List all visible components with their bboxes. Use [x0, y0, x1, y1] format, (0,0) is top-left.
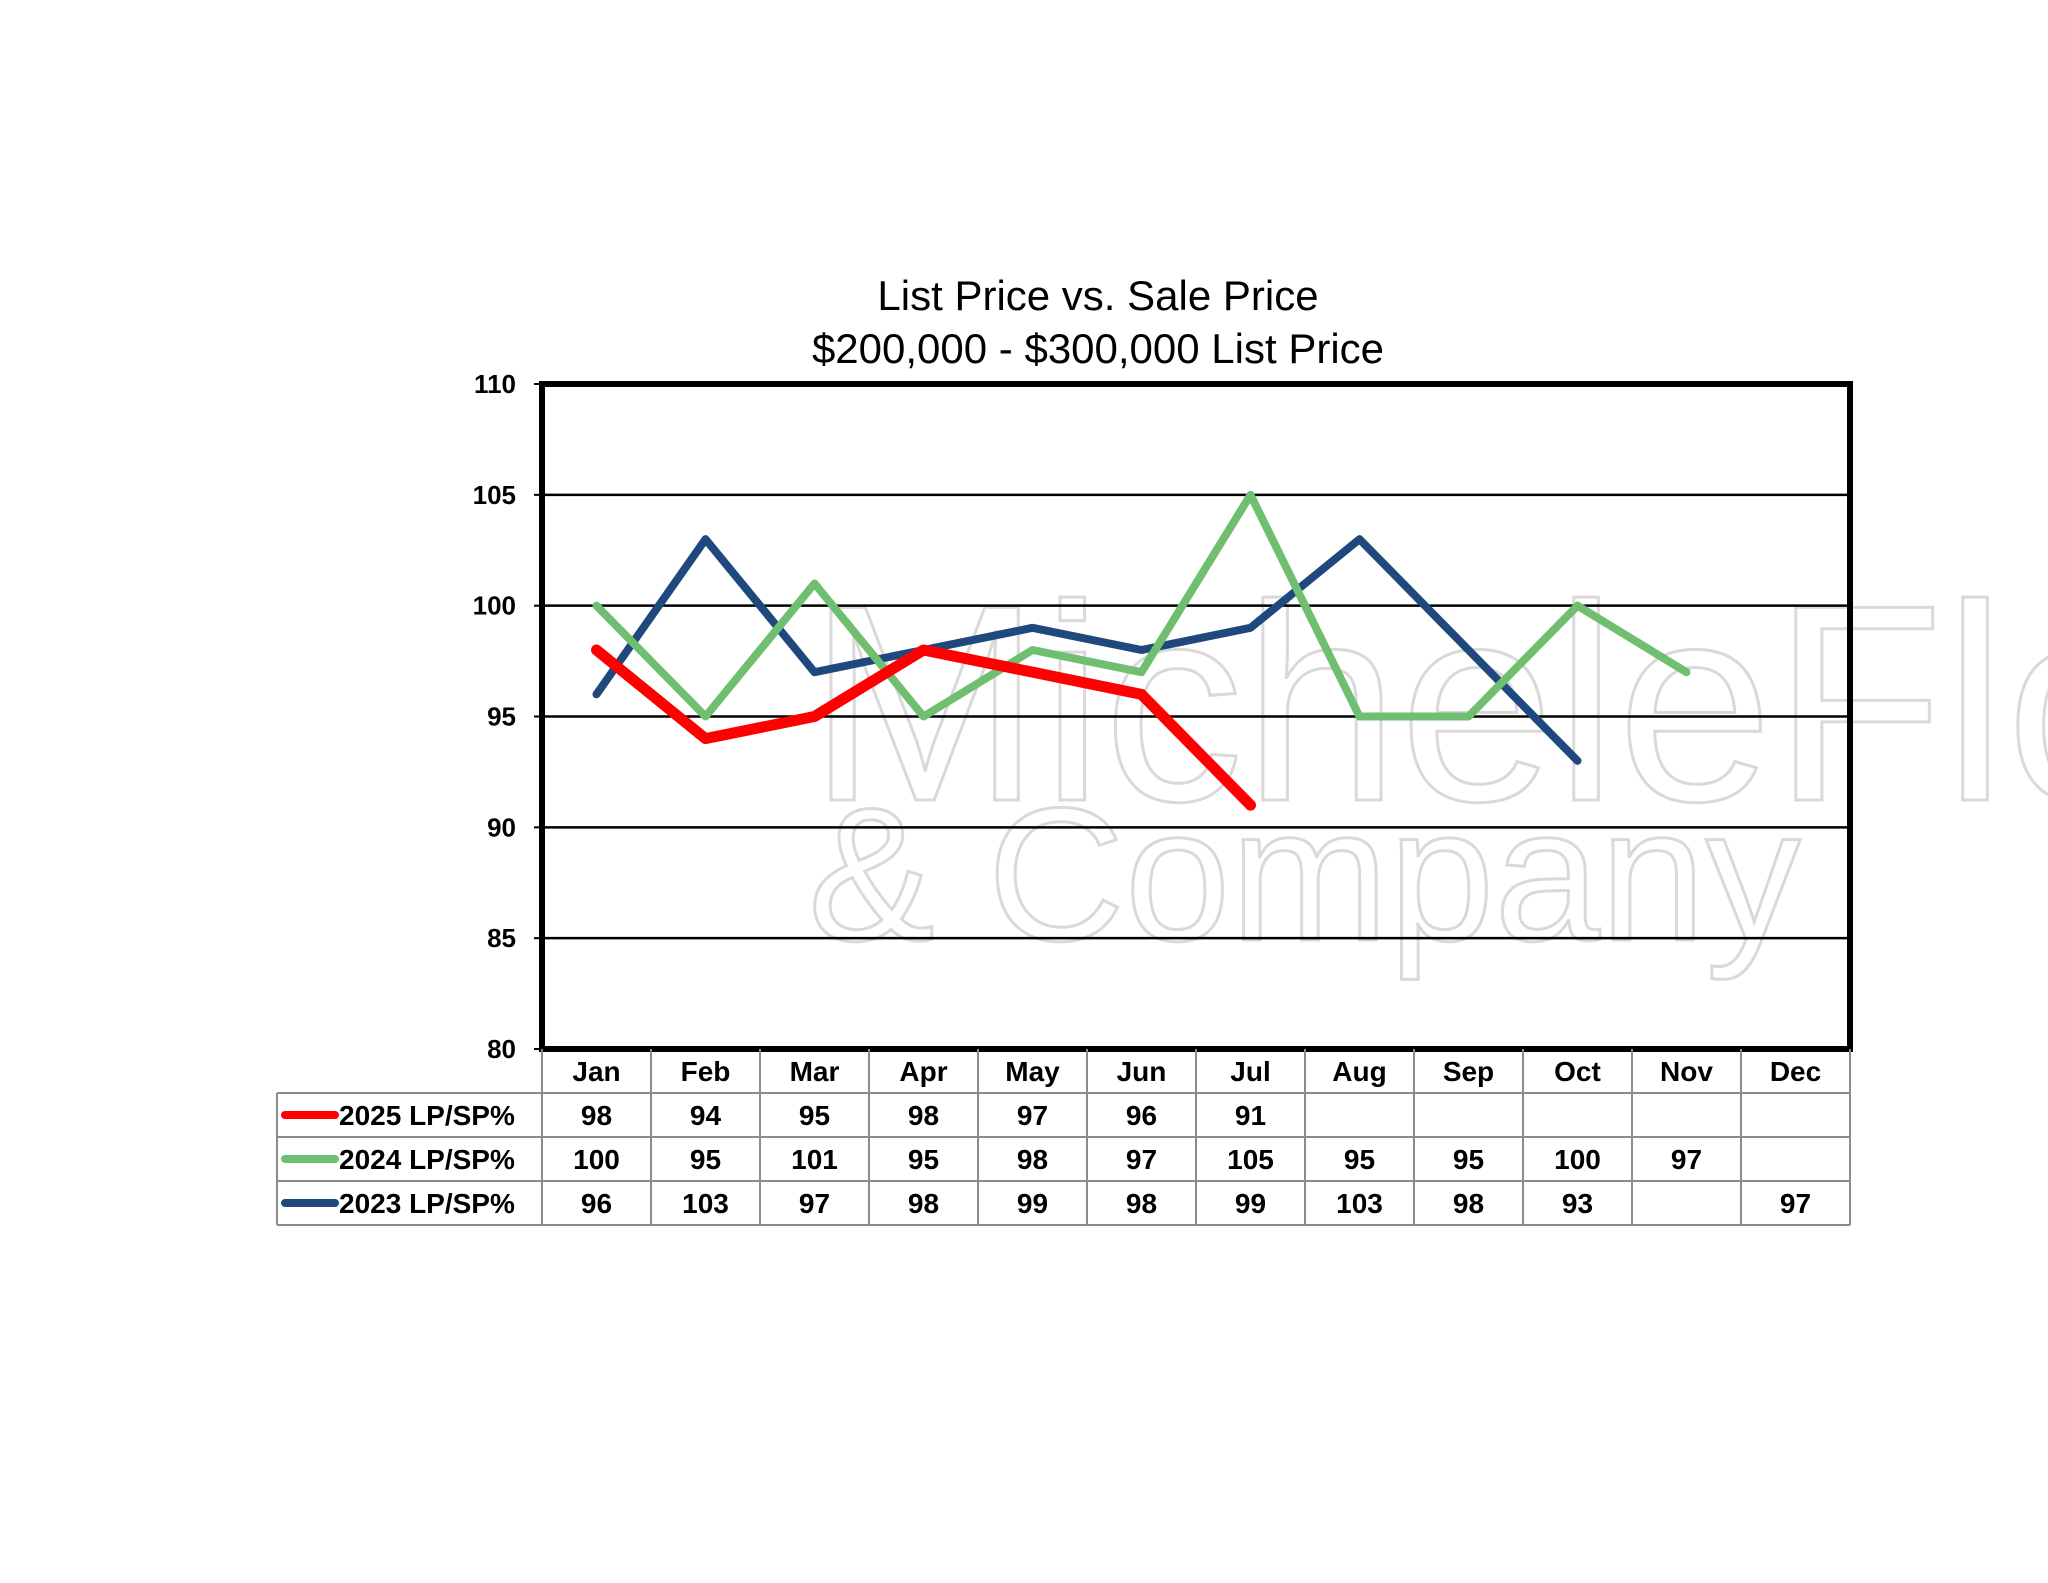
x-tick-label: Apr [899, 1056, 947, 1087]
data-label: 95 [1453, 1144, 1484, 1175]
x-tick-label: Jun [1117, 1056, 1167, 1087]
watermark-line-1: MicheleFlory [808, 548, 2048, 861]
legend-label: 2025 LP/SP% [339, 1100, 515, 1131]
data-label: 93 [1562, 1188, 1593, 1219]
data-label: 105 [1227, 1144, 1274, 1175]
data-label: 103 [682, 1188, 729, 1219]
x-tick-label: Oct [1554, 1056, 1601, 1087]
x-tick-label: May [1005, 1056, 1060, 1087]
watermark-logo: MicheleFlory & Company [807, 547, 2048, 983]
data-label: 97 [799, 1188, 830, 1219]
data-label: 98 [1017, 1144, 1048, 1175]
data-label: 96 [581, 1188, 612, 1219]
watermark-line-2: & Company [808, 769, 1801, 981]
y-axis-ticks: 80 85 90 95 100 105 110 [473, 369, 542, 1064]
chart-title: List Price vs. Sale Price [877, 272, 1318, 319]
data-table: Jan Feb Mar Apr May Jun Jul Aug Sep Oct Nov Dec 2025… [276, 1049, 1851, 1226]
data-label: 95 [908, 1144, 939, 1175]
data-label: 101 [791, 1144, 838, 1175]
data-label: 98 [908, 1100, 939, 1131]
x-tick-label: Sep [1443, 1056, 1494, 1087]
series-line [591, 644, 1256, 811]
data-label: 94 [690, 1100, 722, 1131]
data-label: 99 [1235, 1188, 1266, 1219]
series-lines [591, 490, 1691, 811]
data-label: 98 [1453, 1188, 1484, 1219]
data-label: 95 [690, 1144, 721, 1175]
data-label: 103 [1336, 1188, 1383, 1219]
x-tick-label: Feb [681, 1056, 731, 1087]
data-label: 97 [1780, 1188, 1811, 1219]
x-tick-label: Jul [1230, 1056, 1270, 1087]
data-label: 96 [1126, 1100, 1157, 1131]
data-label: 98 [908, 1188, 939, 1219]
data-label: 95 [1344, 1144, 1375, 1175]
data-label: 95 [799, 1100, 830, 1131]
x-tick-label: Jan [572, 1056, 620, 1087]
legend-label: 2024 LP/SP% [339, 1144, 515, 1175]
y-tick-label: 100 [473, 591, 516, 621]
legend-label: 2023 LP/SP% [339, 1188, 515, 1219]
y-tick-label: 105 [473, 480, 516, 510]
series-line [592, 490, 1691, 721]
x-tick-label: Nov [1660, 1056, 1713, 1087]
data-label: 97 [1126, 1144, 1157, 1175]
data-label: 98 [1126, 1188, 1157, 1219]
y-tick-label: 85 [487, 923, 516, 953]
x-tick-label: Aug [1332, 1056, 1386, 1087]
data-label: 97 [1671, 1144, 1702, 1175]
data-label: 100 [573, 1144, 620, 1175]
x-tick-label: Mar [790, 1056, 840, 1087]
series-0 [591, 644, 1256, 811]
chart-subtitle: $200,000 - $300,000 List Price [812, 325, 1384, 372]
data-label: 98 [581, 1100, 612, 1131]
data-label: 99 [1017, 1188, 1048, 1219]
y-tick-label: 95 [487, 702, 516, 732]
series-2 [592, 535, 1582, 765]
data-label: 100 [1554, 1144, 1601, 1175]
series-line [592, 535, 1582, 765]
data-label: 91 [1235, 1100, 1266, 1131]
data-label: 97 [1017, 1100, 1048, 1131]
y-tick-label: 110 [474, 369, 516, 399]
y-tick-label: 80 [487, 1034, 516, 1064]
x-tick-label: Dec [1770, 1056, 1821, 1087]
series-1 [592, 490, 1691, 721]
y-tick-label: 90 [487, 812, 516, 842]
